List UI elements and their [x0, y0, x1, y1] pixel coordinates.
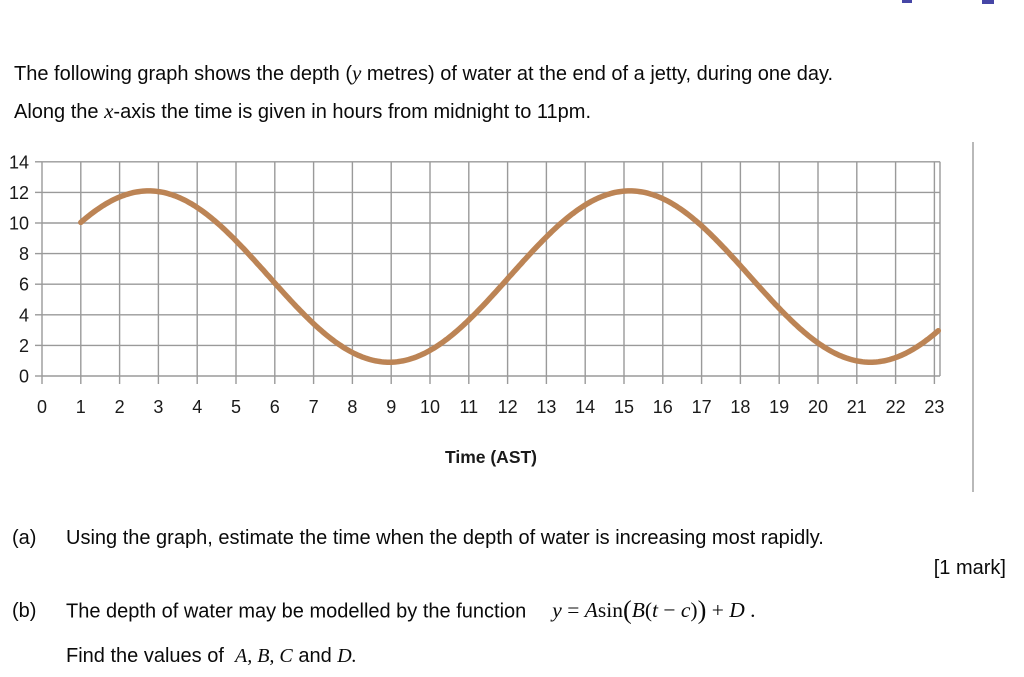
- x-tick-label: 1: [76, 397, 86, 417]
- question-b: (b) The depth of water may be modelled b…: [12, 596, 1012, 626]
- x-tick-label: 20: [808, 397, 828, 417]
- question-b-find-values: Find the values of A, B, C and D.: [66, 645, 357, 668]
- text-fragment: y: [552, 598, 562, 623]
- x-tick-label: 3: [153, 397, 163, 417]
- question-b-body: The depth of water may be modelled by th…: [66, 596, 756, 626]
- x-tick-label: 18: [730, 397, 750, 417]
- intro-line-1: The following graph shows the depth (y m…: [14, 55, 1009, 93]
- text-fragment: .: [744, 598, 756, 623]
- x-axis-title: Time (AST): [445, 447, 537, 467]
- text-fragment: B: [631, 598, 645, 623]
- page-column-separator: [972, 142, 974, 492]
- y-tick-label: 12: [9, 183, 29, 203]
- question-b-label: (b): [12, 600, 37, 623]
- text-fragment: (: [622, 596, 632, 625]
- intro-paragraph: The following graph shows the depth (y m…: [14, 55, 1009, 131]
- x-tick-label: 19: [769, 397, 789, 417]
- question-a-label: (a): [12, 527, 37, 549]
- x-tick-label: 0: [37, 397, 47, 417]
- x-tick-label: 15: [614, 397, 634, 417]
- text-fragment: −: [657, 598, 681, 623]
- intro-y-variable: y: [351, 61, 362, 85]
- question-a-marks: [1 mark]: [933, 557, 1006, 579]
- depth-curve: [78, 188, 942, 365]
- x-tick-label: 6: [270, 397, 280, 417]
- text-fragment: ): [690, 598, 698, 623]
- intro-line-2: Along the x-axis the time is given in ho…: [14, 93, 1009, 131]
- question-a-text: Using the graph, estimate the time when …: [66, 527, 824, 549]
- x-tick-label: 12: [498, 397, 518, 417]
- x-tick-label: 9: [386, 397, 396, 417]
- text-fragment: A, B, C: [234, 645, 293, 667]
- x-tick-label: 22: [886, 397, 906, 417]
- question-b-formula: y = Asin(B(t − c)) + D .: [552, 596, 756, 625]
- x-tick-label: 4: [192, 397, 202, 417]
- y-tick-label: 6: [19, 275, 29, 295]
- text-fragment: t: [652, 598, 658, 623]
- question-a: (a) Using the graph, estimate the time w…: [12, 527, 1012, 550]
- intro-x-variable: x: [104, 99, 114, 123]
- question-b-text: The depth of water may be modelled by th…: [66, 600, 527, 623]
- x-tick-label: 23: [924, 397, 944, 417]
- y-tick-label: 4: [19, 305, 29, 325]
- text-fragment: A: [584, 598, 598, 623]
- clipped-text-fragment-left: [902, 0, 912, 3]
- depth-vs-time-chart: 0 2 4 6 8 10 12 14 0 1 2 3 4 5 6 7 8 9 10 11 12 13 14 15 16 17 18 1…: [0, 145, 1000, 480]
- x-tick-label: 5: [231, 397, 241, 417]
- x-tick-label: 14: [575, 397, 595, 417]
- text-fragment: and: [292, 645, 338, 667]
- x-tick-label: 10: [420, 397, 440, 417]
- x-tick-label: 8: [347, 397, 357, 417]
- x-tick-label: 21: [847, 397, 867, 417]
- text-fragment: +: [706, 598, 730, 623]
- y-tick-label: 10: [9, 214, 29, 234]
- y-tick-label: 0: [19, 367, 29, 387]
- x-tick-label: 17: [692, 397, 712, 417]
- text-fragment: Find the values of: [66, 645, 235, 667]
- y-tick-label: 8: [19, 244, 29, 264]
- text-fragment: =: [561, 598, 585, 623]
- clipped-text-fragment-right: [982, 0, 994, 4]
- text-fragment: c: [680, 598, 691, 623]
- intro-line-2-rest: -axis the time is given in hours from mi…: [113, 101, 592, 123]
- text-fragment: D.: [337, 645, 357, 667]
- x-tick-label: 16: [653, 397, 673, 417]
- y-tick-label: 14: [9, 152, 29, 172]
- x-tick-label: 13: [536, 397, 556, 417]
- intro-line-1-text: The following graph shows the depth (: [14, 63, 352, 85]
- x-tick-label: 11: [459, 397, 478, 417]
- x-tick-label: 7: [309, 397, 319, 417]
- y-tick-label: 2: [19, 336, 29, 356]
- text-fragment: D: [729, 598, 745, 623]
- text-fragment: (: [644, 598, 652, 623]
- intro-line-1-rest: metres) of water at the end of a jetty, …: [361, 63, 834, 85]
- text-fragment: sin: [597, 598, 623, 623]
- text-fragment: ): [697, 596, 707, 625]
- intro-line-2-text: Along the: [14, 101, 105, 123]
- x-tick-label: 2: [115, 397, 125, 417]
